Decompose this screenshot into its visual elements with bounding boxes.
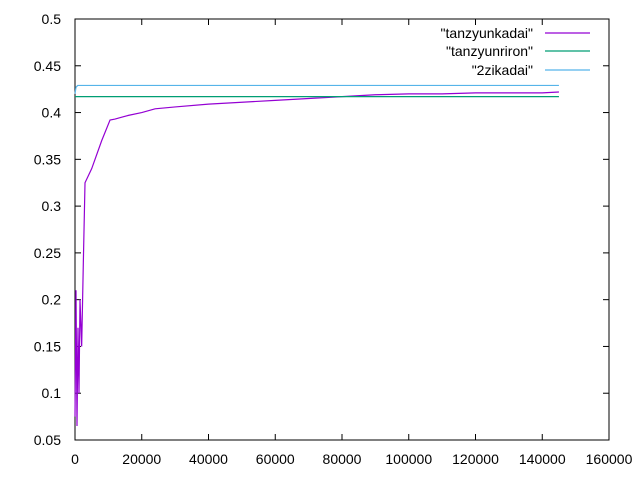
legend: "tanzyunkadai" "tanzyunriron" "2zikadai": [441, 25, 590, 78]
y-tick-label: 0.1: [42, 385, 62, 401]
series-line-2: [74, 84, 559, 94]
plot-frame: [74, 18, 610, 441]
x-tick-label: 160000: [586, 451, 633, 467]
legend-label-1: "tanzyunriron": [446, 43, 533, 59]
y-tick-label: 0.3: [42, 198, 62, 214]
legend-label-2: "2zikadai": [472, 62, 533, 78]
y-tick-label: 0.15: [34, 338, 61, 354]
x-tick-label: 100000: [385, 451, 432, 467]
x-tick-label: 140000: [519, 451, 566, 467]
legend-label-0: "tanzyunkadai": [441, 25, 533, 41]
y-tick-label: 0.4: [42, 105, 62, 121]
x-tick-label: 60000: [256, 451, 295, 467]
y-tick-label: 0.35: [34, 151, 61, 167]
x-tick-label: 120000: [452, 451, 499, 467]
y-tick-label: 0.45: [34, 58, 61, 74]
axis-ticks: 0 20000 40000 60000 80000 100000 120000 140000 1…: [34, 11, 633, 467]
y-tick-label: 0.5: [42, 11, 62, 27]
x-tick-label: 40000: [189, 451, 228, 467]
plot-area: [74, 18, 610, 441]
y-tick-label: 0.05: [34, 432, 61, 448]
x-tick-label: 0: [71, 451, 79, 467]
series-group: [74, 84, 559, 426]
x-tick-label: 20000: [122, 451, 161, 467]
series-line-0: [74, 91, 559, 426]
x-tick-label: 80000: [323, 451, 362, 467]
y-tick-label: 0.25: [34, 245, 61, 261]
y-tick-label: 0.2: [42, 292, 62, 308]
